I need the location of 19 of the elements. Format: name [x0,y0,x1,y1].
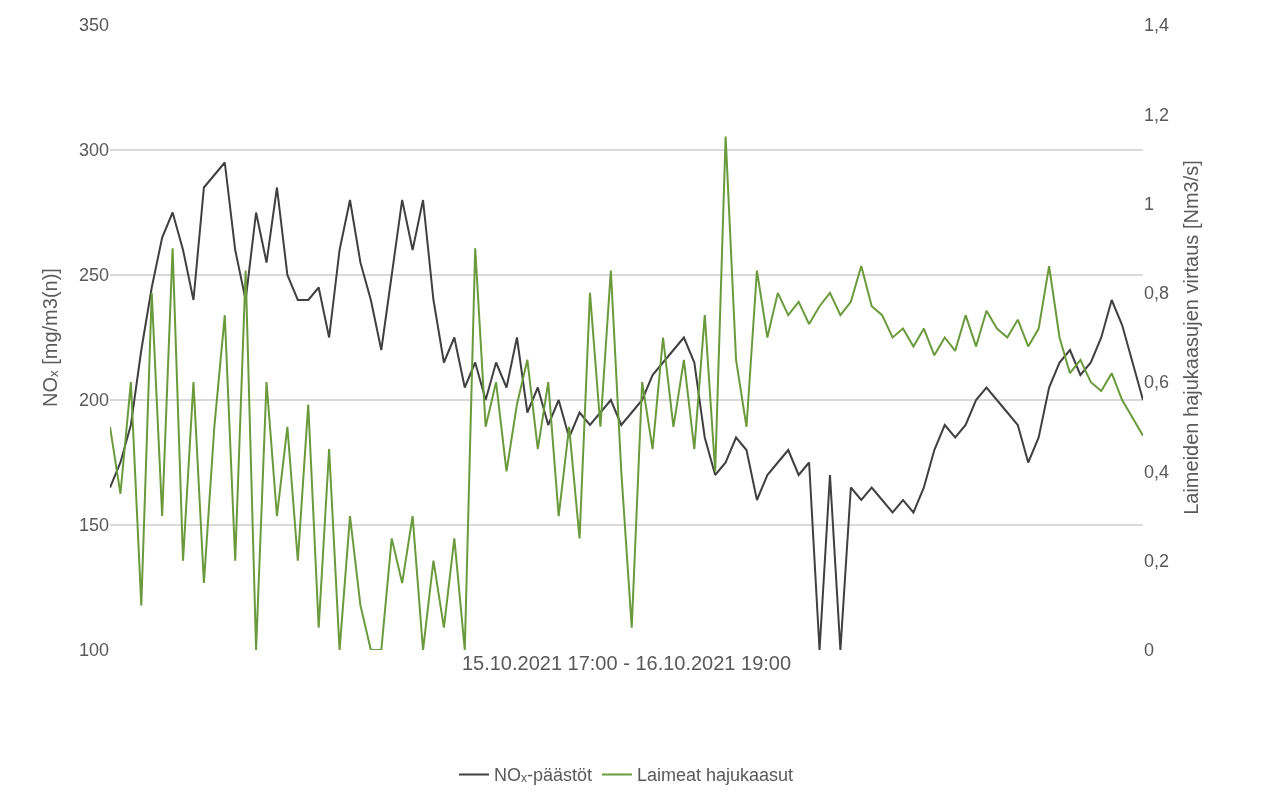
y2-tick-label: 0,2 [1144,551,1170,572]
y2-axis-title: Laimeiden hajukaasujen virtaus [Nm3/s] [1179,160,1202,515]
y2-tick-label: 0,6 [1144,372,1170,393]
legend-label: NOₓ-päästöt [494,765,592,786]
y2-tick-label: 1 [1144,193,1155,214]
y-axis-title: NOₓ [mg/m3(n)] [39,268,62,407]
y2-tick-label: 0,4 [1144,461,1170,482]
y-tick-label: 300 [78,140,109,161]
legend-label: Laimeat hajukaasut [636,765,794,786]
y2-tick-label: 1,2 [1144,104,1170,125]
y2-tick-label: 1,4 [1144,15,1170,36]
y-tick-label: 150 [78,515,109,536]
y-tick-label: 350 [78,15,109,36]
y2-tick-label: 0 [1144,640,1155,661]
y-tick-label: 250 [78,265,109,286]
y2-tick-label: 0,8 [1144,283,1170,304]
y-tick-label: 100 [78,640,109,661]
x-axis-title: 15.10.2021 17:00 - 16.10.2021 19:00 [461,651,792,674]
y-tick-label: 200 [78,390,109,411]
